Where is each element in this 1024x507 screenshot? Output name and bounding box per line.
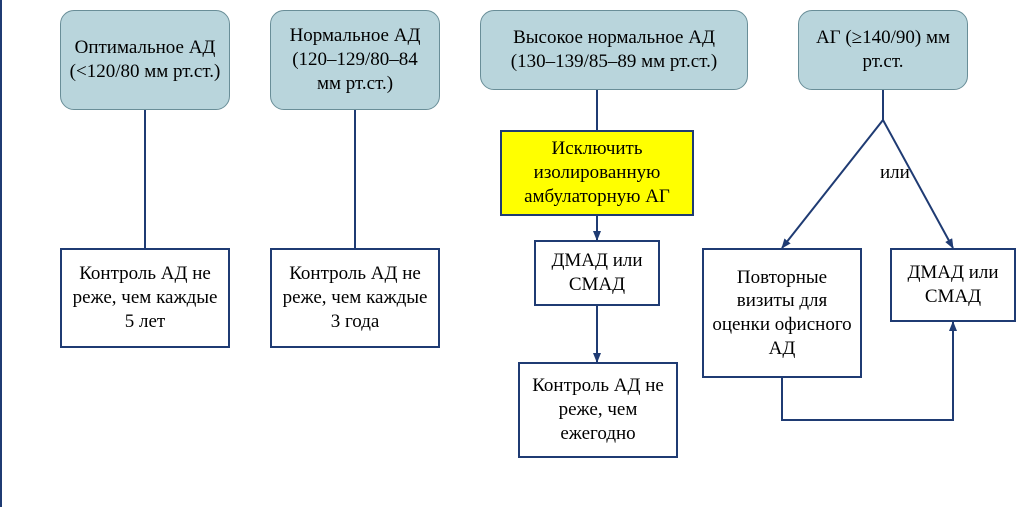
control-5-years: Контроль АД не реже, чем каждые 5 лет [60, 248, 230, 348]
control-3-years: Контроль АД не реже, чем каждые 3 года [270, 248, 440, 348]
node-text: Повторные визиты для оценки офисного АД [712, 266, 852, 361]
dmad-smad-1: ДМАД или СМАД [534, 240, 660, 306]
node-text: Исключить изолированную амбулаторную АГ [510, 137, 684, 208]
or-label: или [880, 162, 910, 184]
repeat-visits: Повторные визиты для оценки офисного АД [702, 248, 862, 378]
header-normal-bp: Нормальное АД (120–129/80–84 мм рт.ст.) [270, 10, 440, 110]
node-text: Контроль АД не реже, чем каждые 5 лет [70, 262, 220, 333]
node-text: Нормальное АД (120–129/80–84 мм рт.ст.) [279, 24, 431, 95]
label-text: или [880, 162, 910, 183]
flowchart-canvas: Оптимальное АД (<120/80 мм рт.ст.) Норма… [0, 0, 1024, 507]
node-text: Контроль АД не реже, чем ежегодно [528, 374, 668, 445]
node-text: Контроль АД не реже, чем каждые 3 года [280, 262, 430, 333]
header-hypertension: АГ (≥140/90) мм рт.ст. [798, 10, 968, 90]
exclude-isolated-ah: Исключить изолированную амбулаторную АГ [500, 130, 694, 216]
node-text: ДМАД или СМАД [900, 261, 1006, 309]
header-optimal-bp: Оптимальное АД (<120/80 мм рт.ст.) [60, 10, 230, 110]
node-text: Оптимальное АД (<120/80 мм рт.ст.) [69, 36, 221, 84]
control-yearly: Контроль АД не реже, чем ежегодно [518, 362, 678, 458]
header-high-normal-bp: Высокое нормальное АД (130–139/85–89 мм … [480, 10, 748, 90]
node-text: Высокое нормальное АД (130–139/85–89 мм … [489, 26, 739, 74]
dmad-smad-2: ДМАД или СМАД [890, 248, 1016, 322]
node-text: ДМАД или СМАД [544, 249, 650, 297]
node-text: АГ (≥140/90) мм рт.ст. [807, 26, 959, 74]
